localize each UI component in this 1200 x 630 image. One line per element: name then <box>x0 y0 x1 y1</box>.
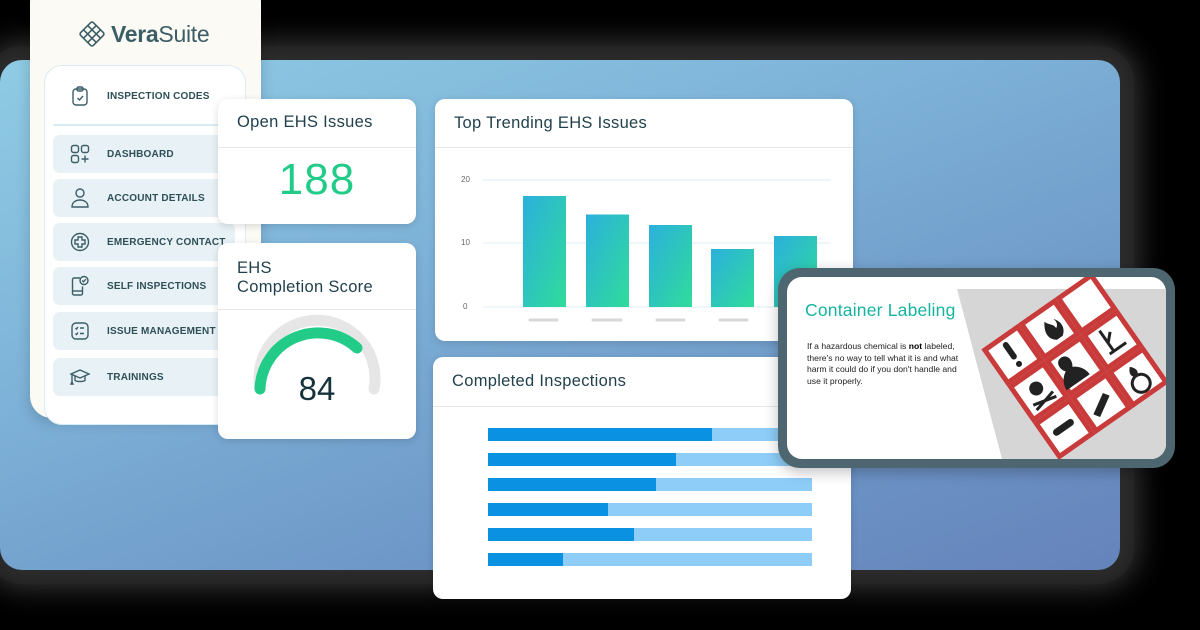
verasuite-logo-icon <box>79 21 105 47</box>
slide-title: Container Labeling <box>805 300 956 320</box>
inspection-progress-bar <box>488 478 812 491</box>
slide-body: If a hazardous chemical is not labeled, … <box>807 341 959 386</box>
open-issues-count: 188 <box>278 155 356 204</box>
sidebar-item-issue-management[interactable]: ISSUE MANAGEMENT <box>53 312 243 350</box>
sidebar-item-self-inspections[interactable]: SELF INSPECTIONS <box>53 267 243 305</box>
completed-inspections-card: Completed Inspections <box>433 357 851 599</box>
inspection-progress-bar <box>488 428 812 441</box>
card-title-line2: Completion Score <box>237 278 373 296</box>
brand-name: VeraSuite <box>111 20 210 47</box>
score-gauge <box>253 314 381 395</box>
svg-text:20: 20 <box>461 175 470 184</box>
phone-check-icon <box>53 275 107 297</box>
sidebar-item-account-details[interactable]: ACCOUNT DETAILS <box>53 179 243 217</box>
sidebar-item-trainings[interactable]: TRAININGS <box>53 358 243 396</box>
nav-divider <box>53 124 237 126</box>
checklist-icon <box>53 321 107 341</box>
nav-menu: INSPECTION CODES DASHBOARD ACCOUNT DETAI… <box>44 65 246 425</box>
svg-text:10: 10 <box>461 238 470 247</box>
training-slide: Container Labeling If a hazardous chemic… <box>787 277 1166 459</box>
completion-score-card: EHS Completion Score 84 <box>218 243 416 439</box>
medical-cross-icon <box>53 232 107 252</box>
svg-text:0: 0 <box>463 302 468 311</box>
brand-logo: VeraSuite <box>78 20 210 48</box>
score-value: 84 <box>298 370 336 407</box>
inspection-progress-bar <box>488 503 812 516</box>
dashboard-grid-icon <box>53 144 107 164</box>
user-icon <box>53 187 107 209</box>
inspection-progress-bar <box>488 453 812 466</box>
inspection-progress-bar <box>488 528 812 541</box>
inspection-progress-bar <box>488 553 812 566</box>
card-title: Open EHS Issues <box>237 113 373 131</box>
open-issues-card: Open EHS Issues 188 <box>218 99 416 224</box>
graduation-cap-icon <box>53 367 107 387</box>
sidebar-item-dashboard[interactable]: DASHBOARD <box>53 135 243 173</box>
card-title: Top Trending EHS Issues <box>454 114 648 132</box>
clipboard-check-icon <box>53 86 107 106</box>
card-title: Completed Inspections <box>452 372 627 390</box>
card-title-line1: EHS <box>237 259 272 277</box>
sidebar-item-emergency-contact[interactable]: EMERGENCY CONTACT <box>53 223 235 261</box>
hazard-pictograms-image <box>957 277 1166 459</box>
mobile-device-frame: Container Labeling If a hazardous chemic… <box>778 268 1175 468</box>
sidebar-item-inspection-codes[interactable]: INSPECTION CODES <box>53 77 243 115</box>
